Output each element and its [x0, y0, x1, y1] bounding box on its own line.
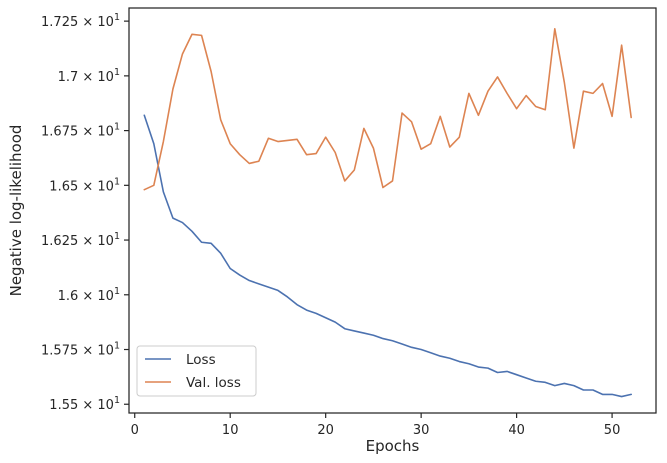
x-tick-label: 0 [131, 423, 139, 438]
x-tick-label: 30 [413, 423, 430, 438]
plot-frame [128, 7, 657, 414]
y-tick-label: 1.725 × 101 [41, 12, 120, 30]
x-tick-label: 40 [508, 423, 525, 438]
legend: Loss Val. loss [136, 345, 257, 397]
x-tick-label: 20 [317, 423, 334, 438]
y-tick-label: 1.675 × 101 [41, 122, 120, 140]
x-axis-label: Epochs [366, 437, 420, 455]
x-tick-label: 50 [604, 423, 621, 438]
y-tick-label: 1.6 × 101 [58, 286, 120, 304]
y-tick-label: 1.575 × 101 [41, 341, 120, 359]
legend-label-loss: Loss [186, 352, 216, 368]
y-tick-label: 1.7 × 101 [58, 67, 120, 85]
y-tick-label: 1.625 × 101 [41, 231, 120, 249]
y-tick-label: 1.65 × 101 [49, 176, 120, 194]
y-axis-label: Negative log-likelihood [7, 125, 25, 297]
legend-label-val-loss: Val. loss [186, 375, 241, 391]
series-layer [143, 27, 632, 398]
x-tick-label: 10 [222, 423, 239, 438]
series-line-val-loss [143, 27, 632, 191]
x-axis: 0 10 20 30 40 50 [131, 413, 621, 438]
y-tick-label: 1.55 × 101 [49, 395, 120, 413]
y-axis: 1.55 × 101 1.575 × 101 1.6 × 101 1.625 × 10… [41, 12, 129, 413]
series-line-loss [143, 114, 632, 398]
